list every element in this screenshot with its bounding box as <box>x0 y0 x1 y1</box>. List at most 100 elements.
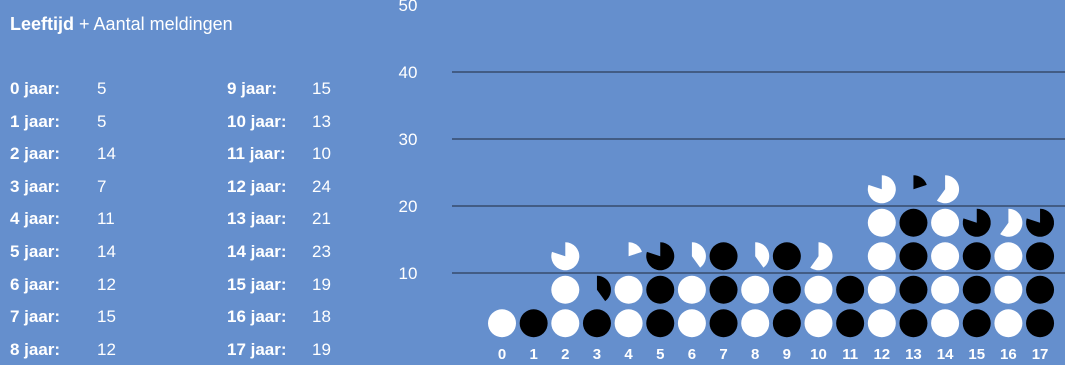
dot <box>962 309 991 338</box>
dot <box>551 309 580 338</box>
legend-count-value: 7 <box>97 176 107 196</box>
x-tick-label: 3 <box>593 346 601 363</box>
legend-age-label: 17 jaar: <box>227 339 287 359</box>
x-tick-label: 15 <box>968 346 985 363</box>
dot <box>519 309 548 338</box>
legend-count-value: 12 <box>97 274 116 294</box>
legend-count-value: 24 <box>312 176 331 196</box>
legend-age-label: 2 jaar: <box>10 144 61 164</box>
chart-title-bold: Leeftijd <box>10 14 75 34</box>
x-tick-label: 7 <box>719 346 727 363</box>
partial-dot <box>755 242 770 268</box>
dot <box>1026 242 1055 271</box>
partial-dot <box>596 275 611 302</box>
dot <box>582 309 611 338</box>
dot <box>931 275 960 304</box>
legend-count-value: 13 <box>312 111 331 131</box>
dot <box>867 242 896 271</box>
x-tick-label: 11 <box>842 346 858 363</box>
x-tick-label: 14 <box>937 346 954 363</box>
dot <box>614 275 643 304</box>
partial-dot <box>691 242 706 268</box>
legend-age-label: 4 jaar: <box>10 209 61 229</box>
legend-count-value: 15 <box>312 79 331 98</box>
legend-count-value: 12 <box>97 339 116 359</box>
legend-age-label: 9 jaar: <box>227 79 278 98</box>
y-tick-label: 30 <box>399 130 418 149</box>
dot <box>677 309 706 338</box>
dot <box>1026 275 1055 304</box>
x-tick-label: 2 <box>561 346 569 363</box>
partial-dot <box>867 175 896 204</box>
dot <box>899 242 928 271</box>
dot <box>867 275 896 304</box>
dot <box>804 309 833 338</box>
dot <box>867 208 896 237</box>
legend-count-value: 15 <box>97 307 116 327</box>
legend-count-value: 21 <box>312 209 331 229</box>
partial-dot <box>628 242 642 257</box>
legend-count-value: 14 <box>97 242 116 261</box>
dot <box>709 309 738 338</box>
chart-title: Leeftijd + Aantal meldingen <box>10 13 233 35</box>
dot <box>741 275 770 304</box>
dot <box>1026 309 1055 338</box>
legend-age-label: 10 jaar: <box>227 111 287 131</box>
dot <box>772 275 801 304</box>
legend-age-label: 15 jaar: <box>227 274 287 294</box>
dot <box>899 208 928 237</box>
dot <box>836 275 865 304</box>
partial-dot <box>551 242 580 271</box>
dot <box>994 242 1023 271</box>
dot <box>836 309 865 338</box>
x-tick-label: 4 <box>624 346 633 363</box>
dot <box>741 309 770 338</box>
partial-dot <box>1026 208 1055 237</box>
legend-count-value: 10 <box>312 144 331 164</box>
dot <box>994 309 1023 338</box>
dot <box>931 309 960 338</box>
dot <box>899 309 928 338</box>
legend-age-label: 8 jaar: <box>10 339 61 359</box>
legend-count-value: 18 <box>312 307 331 327</box>
legend-count-value: 14 <box>97 144 116 164</box>
partial-dot <box>1000 208 1023 237</box>
legend-age-label: 1 jaar: <box>10 111 61 131</box>
dot <box>899 275 928 304</box>
x-tick-label: 12 <box>873 346 890 363</box>
legend-age-label: 7 jaar: <box>10 307 61 327</box>
dot <box>931 242 960 271</box>
x-tick-label: 0 <box>498 346 506 363</box>
dot <box>804 275 833 304</box>
dot <box>709 242 738 271</box>
chart-title-rest: + Aantal meldingen <box>79 14 233 34</box>
legend-age-label: 14 jaar: <box>227 242 287 261</box>
legend-age-label: 5 jaar: <box>10 242 61 261</box>
legend-count-value: 19 <box>312 339 331 359</box>
partial-dot <box>810 242 833 271</box>
dot <box>962 275 991 304</box>
x-tick-label: 9 <box>783 346 791 363</box>
dot <box>867 309 896 338</box>
legend-count-value: 23 <box>312 242 331 261</box>
legend-age-label: 16 jaar: <box>227 307 287 327</box>
dot <box>962 242 991 271</box>
legend-age-label: 3 jaar: <box>10 176 61 196</box>
dot <box>772 309 801 338</box>
dot <box>994 275 1023 304</box>
partial-dot <box>913 175 927 190</box>
x-tick-label: 16 <box>1000 346 1017 363</box>
partial-dot <box>962 208 991 237</box>
legend-count-value: 19 <box>312 274 331 294</box>
y-tick-label: 40 <box>399 63 418 82</box>
x-tick-label: 8 <box>751 346 759 363</box>
legend-count-value: 5 <box>97 79 107 98</box>
legend-count-value: 5 <box>97 111 107 131</box>
x-tick-label: 5 <box>656 346 664 363</box>
y-tick-label: 50 <box>399 0 418 15</box>
dot <box>677 275 706 304</box>
dot <box>772 242 801 271</box>
x-tick-label: 1 <box>529 346 537 363</box>
x-tick-label: 10 <box>810 346 827 363</box>
